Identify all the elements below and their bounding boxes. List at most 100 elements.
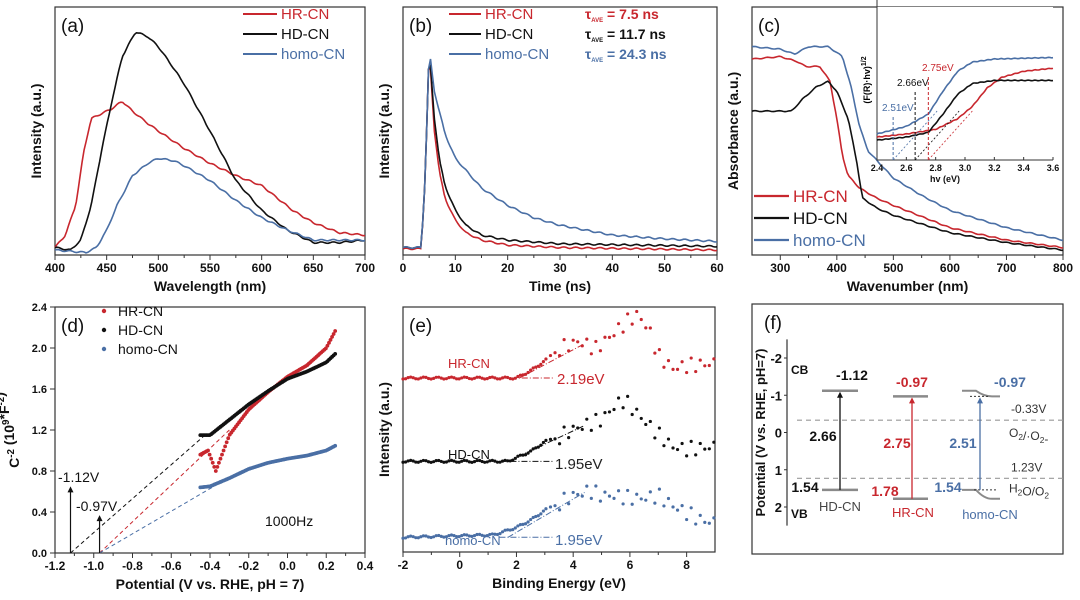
inset-tangent-line [928, 110, 973, 161]
data-point-HD-CN [411, 459, 415, 463]
data-point-HD-CN [490, 458, 494, 462]
data-point-homo-CN [483, 534, 487, 538]
data-point-HR-CN [529, 368, 533, 372]
data-point-homo-CN [698, 513, 702, 517]
y-tick-label: 0 [775, 426, 782, 441]
data-point-HD-CN [403, 460, 408, 464]
data-point-HR-CN [419, 376, 423, 380]
data-point-HR-CN [585, 337, 589, 341]
legend-label: HR-CN [485, 6, 533, 23]
reference-potential-label: 1.23V [1011, 460, 1042, 474]
series-line-HR-CN [751, 55, 1064, 249]
data-point-HR-CN [462, 375, 466, 379]
inset-marker-label: 2.51eV [882, 103, 914, 114]
data-point-homo-CN [439, 534, 443, 538]
inset-line-HR-CN [876, 67, 1054, 138]
data-point-HR-CN [548, 353, 553, 358]
inset-x-tick-label: 2.6 [900, 163, 913, 173]
data-point-HD-CN [639, 416, 643, 421]
data-point-HR-CN [500, 376, 505, 380]
data-point-HR-CN [712, 357, 716, 361]
data-point-HD-CN [648, 419, 652, 424]
data-point-HR-CN [210, 460, 215, 465]
data-point-HD-CN [434, 459, 438, 463]
extrapolation-line [70, 433, 207, 554]
series-line-HD-CN [54, 31, 366, 251]
data-point-HR-CN [452, 376, 456, 380]
text-part: ) [0, 392, 7, 397]
data-point-HR-CN [457, 377, 461, 381]
data-point-homo-CN [449, 533, 454, 537]
data-point-homo-CN [411, 535, 415, 539]
legend-label: HD-CN [281, 26, 329, 43]
data-point-HR-CN [598, 349, 603, 353]
data-point-HD-CN [455, 460, 459, 464]
data-point-HR-CN [635, 309, 639, 314]
y-axis-label: Intensity (a.u.) [376, 382, 392, 477]
data-point-HD-CN [477, 458, 482, 463]
data-point-HD-CN [429, 460, 433, 464]
data-point-HD-CN [485, 460, 489, 464]
data-point-HR-CN [536, 364, 540, 368]
data-point-HD-CN [562, 425, 566, 429]
y-axis-label: Intensity (a.u.) [28, 84, 44, 179]
data-point-HR-CN [523, 372, 528, 376]
data-point-HR-CN [414, 377, 418, 381]
data-point-HR-CN [442, 377, 446, 381]
data-point-HR-CN [215, 465, 220, 469]
data-point-HD-CN [548, 437, 553, 441]
lifetime-label: τAVE = 24.3 ns [585, 46, 667, 64]
arrow-head-icon [96, 515, 103, 522]
x-tick-label: 0.2 [318, 559, 335, 573]
data-point-homo-CN [603, 490, 607, 494]
data-point-homo-CN [503, 528, 507, 532]
intercept-label: -0.97V [76, 498, 118, 514]
data-point-homo-CN [653, 501, 657, 505]
data-point-HD-CN [694, 453, 698, 457]
data-point-homo-CN [666, 496, 671, 501]
cb-potential-label: -0.97 [994, 374, 1026, 390]
legend-label: homo-CN [485, 46, 549, 63]
edge-fit-line [507, 491, 585, 538]
data-point-HR-CN [483, 377, 487, 381]
band-gap-label: 2.75 [883, 435, 910, 451]
data-point-homo-CN [513, 526, 517, 530]
text-part: /·O [1023, 429, 1040, 443]
frequency-label: 1000Hz [265, 513, 313, 529]
data-point-HR-CN [221, 448, 226, 453]
data-point-HD-CN [406, 459, 410, 463]
data-point-HR-CN [327, 340, 331, 345]
data-point-homo-CN [707, 521, 711, 525]
data-point-homo-CN [680, 504, 684, 508]
data-point-HD-CN [612, 407, 616, 412]
data-point-homo-CN [526, 520, 530, 524]
x-tick-label: 20 [501, 261, 515, 275]
data-point-HD-CN [630, 412, 634, 417]
x-axis-label: Potential (V vs. RHE, pH = 7) [116, 576, 305, 592]
data-point-homo-CN [429, 535, 433, 540]
conduction-band-level [962, 389, 1000, 398]
data-point-HR-CN [648, 326, 652, 330]
inset-x-tick-label: 3.6 [1047, 163, 1060, 173]
inset-x-tick-label: 3.4 [1017, 163, 1030, 173]
data-point-HD-CN [419, 459, 423, 463]
data-point-HR-CN [477, 375, 482, 379]
data-point-HR-CN [207, 452, 212, 457]
inset-x-tick-label: 2.4 [871, 163, 884, 173]
series-label: HD-CN [448, 447, 490, 462]
data-point-HR-CN [409, 375, 413, 379]
x-tick-label: 60 [710, 261, 724, 275]
data-point-homo-CN [406, 535, 410, 539]
data-point-homo-CN [685, 517, 689, 522]
legend-label: HD-CN [485, 26, 533, 43]
inset-tangent-line [892, 110, 938, 161]
data-point-HR-CN [612, 334, 616, 338]
data-point-homo-CN [333, 443, 338, 448]
data-point-HD-CN [457, 460, 461, 464]
data-point-homo-CN [534, 514, 538, 519]
reference-potential-label: -0.33V [1011, 402, 1046, 416]
data-point-HD-CN [401, 460, 405, 464]
data-point-HR-CN [447, 375, 451, 380]
data-point-HD-CN [513, 456, 517, 460]
